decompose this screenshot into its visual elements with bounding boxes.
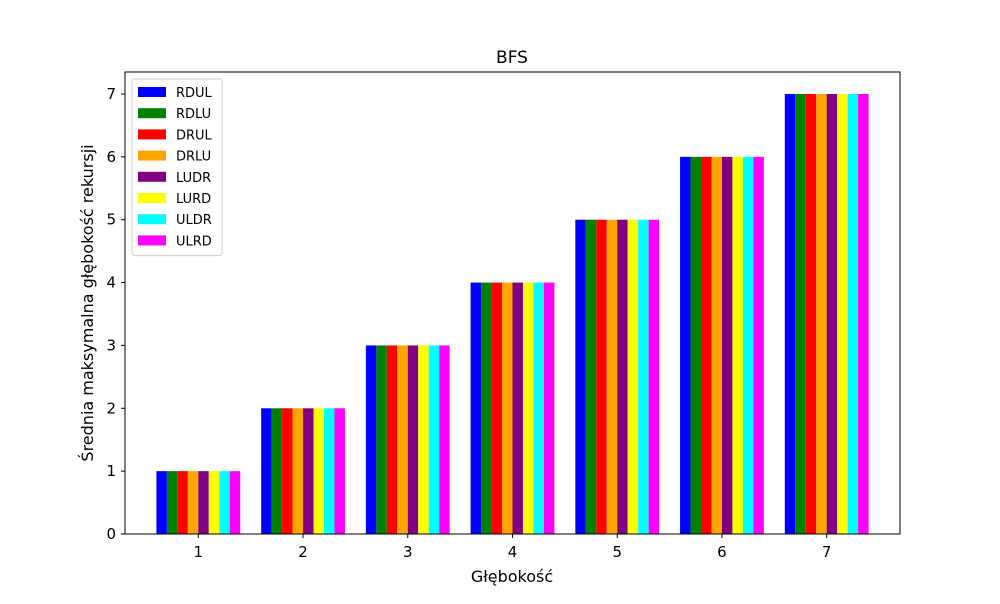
bar-rdul-3: [365, 345, 377, 534]
bar-lurd-3: [418, 345, 429, 534]
x-tick-label: 5: [612, 543, 622, 561]
plot-frame: [124, 71, 901, 535]
y-tick-label: 7: [106, 85, 116, 103]
bar-lurd-4: [522, 282, 534, 534]
y-tick-label: 3: [106, 336, 116, 354]
bar-rdul-5: [575, 219, 586, 534]
bar-drul-3: [386, 345, 398, 534]
y-tick-label: 4: [106, 274, 116, 292]
bar-rdlu-1: [166, 471, 178, 534]
legend-label-ulrd: ULRD: [176, 234, 212, 249]
legend-swatch-drlu: [138, 150, 166, 161]
x-axis-label: Głębokość: [471, 567, 553, 586]
legend-label-uldr: ULDR: [176, 213, 212, 228]
bar-rdlu-4: [481, 282, 492, 534]
bar-ulrd-2: [334, 408, 345, 534]
y-tick-label: 6: [106, 148, 116, 166]
bar-rdul-4: [470, 282, 482, 534]
bar-rdul-7: [784, 94, 796, 534]
bar-uldr-4: [533, 282, 544, 534]
y-tick-label: 5: [106, 211, 116, 229]
bar-uldr-3: [428, 345, 440, 534]
legend-swatch-uldr: [138, 214, 166, 225]
legend-swatch-ulrd: [138, 235, 166, 246]
legend-label-rdlu: RDLU: [176, 107, 211, 122]
legend: RDUL RDLU DRUL DRLU LUDR LURD ULDR ULRD: [131, 78, 223, 257]
legend-swatch-ludr: [138, 171, 166, 182]
bar-uldr-1: [219, 471, 230, 534]
bar-ludr-7: [826, 94, 838, 534]
y-axis-label: Średnia maksymalna głębokość rekursji: [78, 144, 97, 461]
bar-uldr-6: [742, 156, 754, 535]
bar-rdlu-3: [376, 345, 387, 534]
bar-drlu-3: [397, 345, 408, 534]
bar-drul-1: [177, 471, 188, 534]
bar-rdlu-2: [271, 408, 283, 534]
bar-drlu-5: [606, 219, 618, 534]
bar-drlu-1: [187, 471, 199, 534]
legend-swatch-drul: [138, 129, 166, 140]
bar-lurd-7: [837, 94, 848, 534]
x-tick-label: 6: [717, 543, 727, 561]
y-tick-label: 2: [106, 399, 116, 417]
bar-drul-7: [805, 94, 817, 534]
bar-lurd-1: [208, 471, 220, 534]
bar-drul-4: [491, 282, 503, 534]
bar-ludr-2: [303, 408, 314, 534]
x-tick-label: 3: [403, 543, 413, 561]
bar-uldr-5: [638, 219, 649, 534]
bar-lurd-6: [732, 156, 743, 535]
bar-rdlu-6: [690, 156, 702, 535]
bar-ulrd-6: [753, 156, 764, 535]
bar-drlu-7: [816, 94, 827, 534]
y-tick-label: 0: [106, 525, 116, 543]
legend-label-drul: DRUL: [176, 128, 213, 143]
legend-label-ludr: LUDR: [176, 171, 211, 186]
bar-rdul-2: [261, 408, 272, 534]
bars-group: [156, 94, 869, 535]
bar-ulrd-1: [229, 471, 241, 534]
legend-swatch-lurd: [138, 193, 166, 203]
legend-frame: [131, 78, 223, 257]
bar-rdlu-7: [795, 94, 806, 534]
bar-rdul-1: [156, 471, 167, 534]
bar-drul-2: [282, 408, 293, 534]
bar-ludr-3: [407, 345, 419, 534]
bar-ludr-1: [198, 471, 209, 534]
bar-ulrd-7: [858, 94, 869, 534]
bar-lurd-5: [627, 219, 639, 534]
bar-rdlu-5: [585, 219, 597, 534]
x-tick-label: 1: [194, 543, 204, 561]
bar-lurd-2: [313, 408, 324, 534]
legend-label-rdul: RDUL: [176, 86, 213, 101]
legend-swatch-rdul: [138, 87, 166, 97]
bar-drlu-2: [292, 408, 304, 534]
bar-rdul-6: [680, 156, 691, 535]
bar-ulrd-5: [648, 219, 660, 534]
legend-label-drlu: DRLU: [176, 150, 211, 165]
bar-ludr-5: [617, 219, 628, 534]
legend-swatch-rdlu: [138, 108, 166, 119]
x-tick-label: 7: [822, 543, 832, 561]
axes-group: 1 2 3 4 5 6 7 0 1 2 3 4 5 6 7: [106, 85, 831, 561]
x-tick-label: 2: [298, 543, 308, 561]
bar-ludr-4: [512, 282, 523, 534]
bar-ulrd-4: [543, 282, 555, 534]
x-tick-label: 4: [508, 543, 518, 561]
bar-uldr-2: [323, 408, 335, 534]
bar-drlu-6: [711, 156, 722, 535]
legend-label-lurd: LURD: [176, 192, 211, 207]
bar-drlu-4: [502, 282, 513, 534]
bar-ulrd-3: [439, 345, 450, 534]
chart-title: BFS: [496, 48, 528, 68]
bar-uldr-7: [847, 94, 859, 534]
bar-drul-6: [701, 156, 712, 535]
bar-ludr-6: [721, 156, 733, 535]
bar-drul-5: [596, 219, 607, 534]
y-tick-label: 1: [106, 462, 116, 480]
